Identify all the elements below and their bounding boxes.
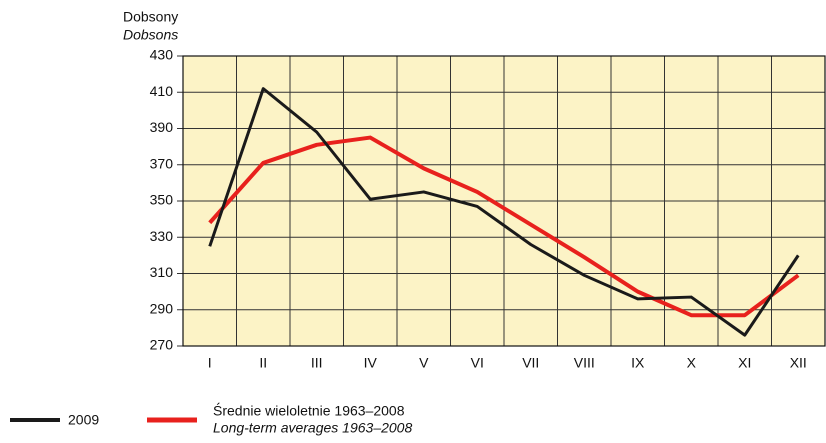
x-tick-label: VIII [574, 355, 595, 371]
series-line [208, 87, 800, 337]
y-tick-label: 430 [150, 47, 174, 63]
y-tick-label: 350 [150, 192, 174, 208]
x-tick-label: VI [471, 355, 484, 371]
x-tick-label: II [259, 355, 267, 371]
x-tick-label: I [208, 355, 212, 371]
legend-label: 2009 [68, 412, 99, 428]
x-tick-label: XII [790, 355, 807, 371]
x-tick-label: VII [522, 355, 539, 371]
x-tick-label: XI [738, 355, 751, 371]
y-tick-label: 410 [150, 83, 174, 99]
x-tick-label: III [311, 355, 323, 371]
legend-label: Long-term averages 1963–2008 [213, 420, 412, 436]
y-axis-label: Dobsony [123, 9, 178, 25]
x-tick-label: IV [364, 355, 378, 371]
y-tick-label: 330 [150, 228, 174, 244]
y-tick-label: 270 [150, 337, 174, 353]
y-tick-label: 310 [150, 264, 174, 280]
plot-border [182, 55, 826, 347]
series-line [208, 135, 800, 318]
y-axis-label: Dobsons [123, 27, 178, 43]
x-tick-label: IX [631, 355, 645, 371]
legend-label: Średnie wieloletnie 1963–2008 [213, 402, 405, 419]
x-tick-label: V [419, 355, 429, 371]
y-tick-label: 370 [150, 155, 174, 171]
y-tick-label: 290 [150, 300, 174, 316]
y-tick-label: 390 [150, 119, 174, 135]
x-tick-label: X [687, 355, 697, 371]
